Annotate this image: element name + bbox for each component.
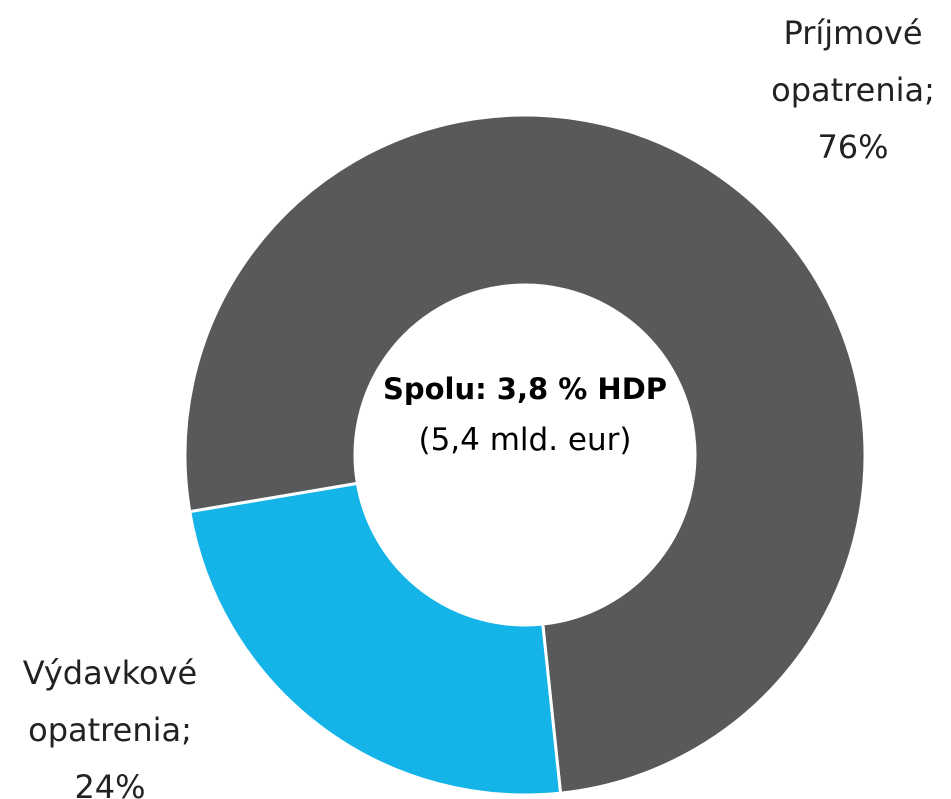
slice-label: Príjmové opatrenia; 76% xyxy=(758,5,948,176)
value-label: 24% xyxy=(74,768,146,799)
center-subtitle: (5,4 mld. eur) xyxy=(418,422,632,458)
category-label: Príjmové opatrenia; xyxy=(771,14,935,109)
center-title: Spolu: 3,8 % HDP xyxy=(382,372,668,406)
category-label: Výdavkové opatrenia; xyxy=(22,654,198,749)
slice-label: Výdavkové opatrenia; 24% xyxy=(15,645,205,799)
slice xyxy=(183,113,867,795)
slice xyxy=(188,481,563,797)
value-label: 76% xyxy=(817,128,889,166)
